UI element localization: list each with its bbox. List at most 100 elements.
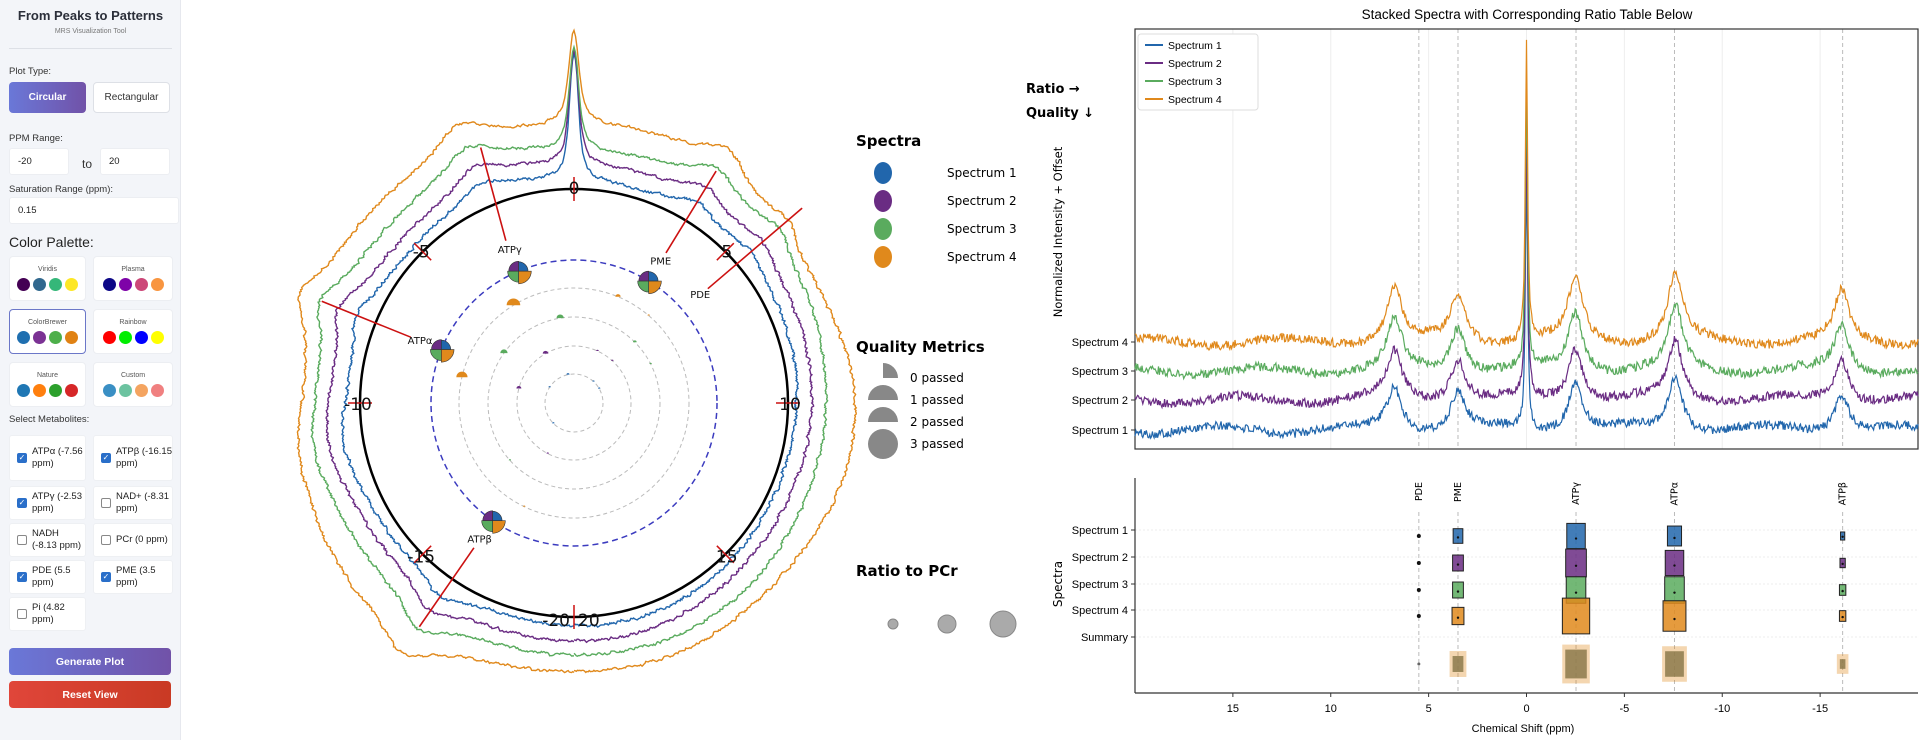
quality-marker-spectrum-3 — [500, 349, 508, 354]
ratio-box — [1565, 548, 1587, 578]
palette-plasma[interactable]: Plasma — [93, 256, 173, 301]
metabolite-pointer-line — [479, 147, 507, 241]
ratio-box — [1416, 534, 1421, 538]
palette-rainbow[interactable]: Rainbow — [93, 309, 173, 354]
row-label: Summary — [1081, 632, 1129, 644]
quality-ratio-glyph — [518, 270, 532, 285]
ppm-tick — [413, 545, 432, 564]
metabolite-label: ATPα — [408, 336, 433, 347]
metabolite-option[interactable]: Pi (4.82 ppm) — [9, 597, 86, 631]
ratio-box — [1452, 528, 1464, 544]
ppm-tick-label: -20 — [542, 611, 570, 631]
metabolite-label: PDE — [690, 290, 710, 301]
ppm-max-input[interactable]: 20 — [100, 148, 170, 175]
metabolite-pointer-line — [665, 170, 717, 254]
palette-nature[interactable]: Nature — [9, 362, 86, 407]
color-swatch — [65, 331, 78, 344]
y-tick-label: Spectrum 3 — [1072, 366, 1128, 378]
quality-ratio-glyph — [481, 520, 493, 532]
y-tick-label: Spectrum 1 — [1072, 425, 1128, 437]
palette-viridis[interactable]: Viridis — [9, 256, 86, 301]
column-label: ATPβ — [1838, 482, 1849, 505]
polar-trace-spectrum-3 — [310, 44, 829, 657]
ppm-tick-label: 5 — [721, 242, 732, 262]
ratio-point — [1456, 590, 1460, 593]
legend-spectrum-swatch — [874, 162, 892, 184]
quality-marker-spectrum-1 — [566, 373, 570, 375]
color-swatch — [17, 278, 30, 291]
color-swatch — [150, 331, 164, 344]
color-swatch — [49, 331, 62, 344]
metabolite-option[interactable]: ✓ ATPγ (-2.53 ppm) — [9, 486, 86, 520]
app-subtitle: MRS Visualization Tool — [54, 28, 127, 35]
reset-view-button[interactable]: Reset View — [9, 681, 171, 708]
palette-name: ColorBrewer — [28, 319, 67, 326]
color-swatch — [134, 278, 148, 291]
stacked-spectra-chart: Stacked Spectra with Corresponding Ratio… — [1026, 7, 1919, 693]
quality-marker-spectrum-2 — [516, 386, 522, 389]
circular-button[interactable]: Circular — [9, 82, 86, 113]
color-swatch — [118, 384, 132, 397]
metabolite-checkbox[interactable]: ✓ — [17, 498, 27, 508]
legend-spectrum-swatch — [874, 246, 892, 268]
x-tick-label: -15 — [1812, 703, 1828, 715]
palette-swatches — [94, 278, 172, 291]
legend-quality-label: 1 passed — [910, 393, 964, 407]
metabolite-option[interactable]: NADH (-8.13 ppm) — [9, 523, 86, 557]
quality-ring — [458, 287, 690, 519]
ratio-annotation: Ratio → — [1026, 82, 1080, 97]
metabolite-option[interactable]: NAD+ (-8.31 ppm) — [93, 486, 173, 520]
quality-marker-spectrum-1 — [597, 387, 601, 389]
summary-box — [1665, 651, 1684, 677]
metabolite-checkbox[interactable] — [101, 498, 111, 508]
metabolite-option[interactable]: ✓ PDE (5.5 ppm) — [9, 560, 86, 594]
ratio-box — [1452, 581, 1464, 599]
metabolite-option[interactable]: ✓ ATPα (-7.56 ppm) — [9, 435, 86, 481]
ratio-ring — [430, 259, 718, 547]
metabolite-checkbox[interactable] — [17, 535, 27, 545]
color-swatch — [102, 278, 116, 291]
metabolite-option[interactable]: ✓ ATPβ (-16.15 ppm) — [93, 435, 173, 481]
legend-spectrum-label: Spectrum 2 — [947, 194, 1017, 208]
metabolite-checkbox[interactable] — [17, 609, 27, 619]
ppm-min-input[interactable]: -20 — [9, 148, 69, 175]
metabolite-checkbox[interactable] — [101, 535, 111, 545]
y-tick-label: Spectrum 4 — [1072, 337, 1128, 349]
palette-colorbrewer[interactable]: ColorBrewer — [9, 309, 86, 354]
row-label: Spectrum 1 — [1072, 525, 1128, 537]
legend-spectra-title: Spectra — [856, 132, 921, 150]
legend-quality-title: Quality Metrics — [856, 338, 985, 356]
x-tick-label: 0 — [1523, 703, 1529, 715]
quality-ratio-glyph — [518, 261, 529, 272]
quality-ratio-glyph — [508, 260, 519, 272]
metabolite-pointer-line — [418, 547, 475, 628]
color-swatch — [102, 384, 116, 397]
quality-marker-spectrum-4 — [647, 314, 650, 316]
ratio-point — [1673, 564, 1676, 567]
metabolite-option[interactable]: ✓ PME (3.5 ppm) — [93, 560, 173, 594]
palette-custom[interactable]: Custom — [93, 362, 173, 407]
color-swatch — [150, 278, 164, 291]
metabolite-checkbox[interactable]: ✓ — [17, 572, 27, 582]
ratio-point — [1673, 617, 1676, 621]
ratio-point — [1841, 615, 1844, 619]
color-swatch — [49, 384, 62, 397]
metabolite-checkbox[interactable]: ✓ — [101, 453, 111, 463]
saturation-input[interactable]: 0.15 — [9, 197, 179, 224]
metabolite-label: NAD+ (-8.31 ppm) — [116, 491, 170, 514]
ratio-point — [1574, 591, 1578, 594]
y-tick-label: Spectrum 2 — [1072, 395, 1128, 407]
polar-legend: Spectra Spectrum 1 Spectrum 2 Spectrum 3 Spe… — [856, 132, 1017, 638]
rectangular-button[interactable]: Rectangular — [93, 82, 170, 113]
metabolite-option[interactable]: PCr (0 ppm) — [93, 523, 173, 557]
metabolite-label: PDE (5.5 ppm) — [32, 565, 71, 588]
legend-spectrum-label: Spectrum 4 — [947, 250, 1017, 264]
quality-ratio-glyph — [648, 280, 662, 295]
metabolite-checkbox[interactable]: ✓ — [101, 572, 111, 582]
quality-marker-spectrum-2 — [596, 349, 599, 352]
quality-marker-spectrum-3 — [556, 314, 564, 319]
ratio-point — [1673, 591, 1676, 594]
metabolite-checkbox[interactable]: ✓ — [17, 453, 27, 463]
generate-plot-button[interactable]: Generate Plot — [9, 648, 171, 675]
chart-title: Stacked Spectra with Corresponding Ratio… — [1362, 7, 1693, 22]
